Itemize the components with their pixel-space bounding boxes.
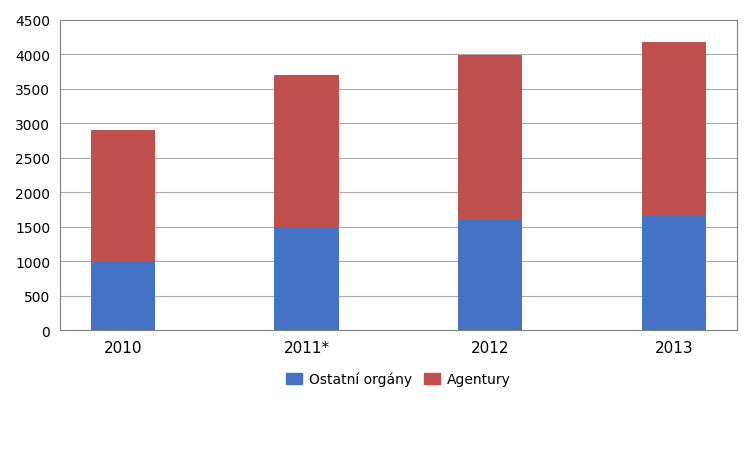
Bar [642,217,706,331]
Bar [274,227,338,331]
Bar [91,262,155,331]
Bar [458,56,523,221]
Bar [91,131,155,262]
Legend: Ostatní orgány, Agentury: Ostatní orgány, Agentury [280,366,517,392]
Bar [274,76,338,227]
Bar [642,42,706,217]
Bar [458,221,523,331]
